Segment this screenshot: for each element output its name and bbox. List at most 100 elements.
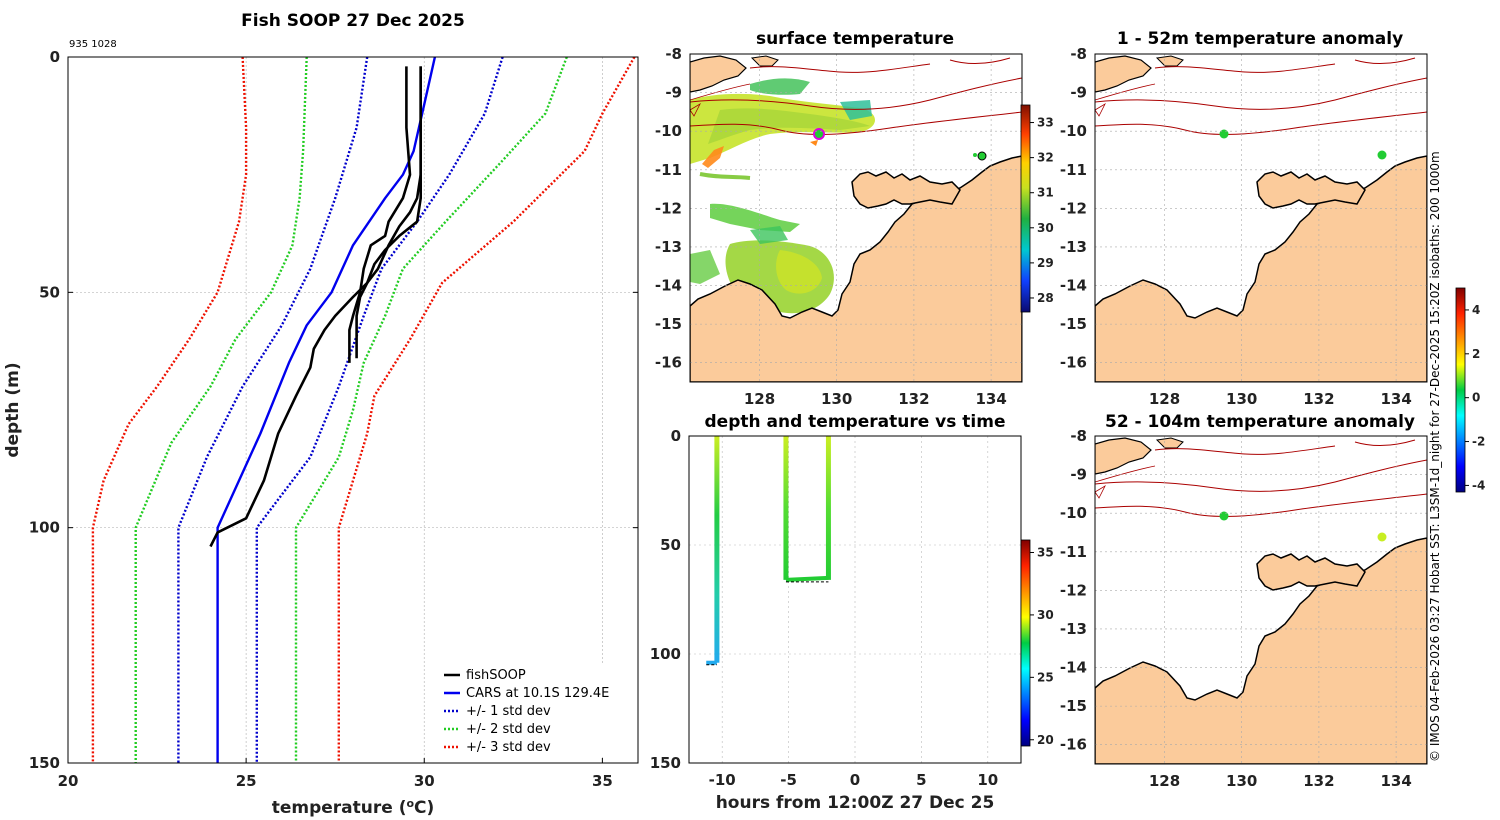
map-y-tick: -8 [665,45,682,63]
map-y-tick: -9 [1070,84,1087,102]
sst-station-1 [813,128,825,140]
time-y-tick: 150 [650,754,681,772]
map-y-tick: -16 [1060,736,1087,754]
time-colorbar [1020,539,1031,747]
map-y-tick: -13 [1060,620,1087,638]
map-y-tick: -15 [1060,315,1087,333]
map-x-tick: 134 [1380,772,1411,790]
map-y-tick: -8 [1070,45,1087,63]
colorbar-tick: 32 [1037,151,1054,165]
time-colorbar-ticks: 35 30 25 20 [1030,545,1054,747]
map-x-tick: 130 [821,390,852,408]
colorbar-tick: 30 [1037,221,1054,235]
map-y-tick: -10 [1060,504,1087,522]
profile-x-tick: 20 [58,772,79,790]
map-x-tick: 128 [1149,390,1180,408]
credit-text: © IMOS 04-Feb-2026 03:27 Hobart SST: L3S… [1428,151,1442,762]
anom2-station-1 [1219,511,1229,521]
profile-y-label: depth (m) [3,362,23,457]
map-y-tick: -13 [655,238,682,256]
profile-title: Fish SOOP 27 Dec 2025 [241,11,465,31]
map-y-tick: -13 [1060,238,1087,256]
anom2-grid [1095,436,1427,764]
anom1-title: 1 - 52m temperature anomaly [1117,29,1403,49]
time-panel: depth and temperature vs time -10 -5 0 5 100… [650,412,1054,813]
profile-corner-text: 935 1028 [69,39,117,50]
sst-station-2 [977,151,987,161]
profile-x-tick: 30 [414,772,435,790]
map-x-tick: 132 [1303,390,1334,408]
cast-1-descent [714,436,720,663]
profile-series--2-std-dev [134,57,308,763]
time-marks [706,436,831,666]
profile-series--1-std-dev [177,57,369,763]
time-x-tick: -5 [780,771,797,789]
map-y-tick: -15 [1060,697,1087,715]
colorbar-tick: 20 [1037,733,1054,747]
anom2-title: 52 - 104m temperature anomaly [1105,412,1415,432]
profile-series-fishsoop-cast-3 [209,66,423,548]
map-y-tick: -11 [655,161,682,179]
colorbar-tick: 31 [1037,186,1054,200]
anom2-ticks: 128 130 132 134 -8 -9 -10 -11 -12 -13 -14 -15 -16 [1060,427,1412,790]
colorbar-tick: 4 [1472,303,1480,317]
map-x-tick: 134 [1380,390,1411,408]
legend-sd2: +/- 2 std dev [466,722,551,737]
profile-series--3-std-dev [337,57,636,763]
anom2-panel: 52 - 104m temperature anomaly 128 130 132 1… [1060,412,1428,790]
colorbar-tick: 29 [1037,256,1054,270]
profile-y-ticks: 0 50 100 150 [29,48,638,772]
map-y-tick: -14 [1060,659,1087,677]
profile-x-ticks: 20 25 30 35 [58,758,613,790]
sst-colorbar [1020,104,1031,313]
anom1-panel: 1 - 52m temperature anomaly 128 130 132 134… [1060,29,1428,408]
legend-cars: CARS at 10.1S 129.4E [466,686,609,701]
legend-sd1: +/- 1 std dev [466,704,551,719]
sst-grid [690,54,1022,382]
anom1-station-2 [1377,150,1387,160]
sst-map-panel: surface temperature [655,29,1054,408]
time-x-tick: -10 [709,771,736,789]
anomaly-colorbar [1455,287,1466,493]
time-x-tick: 5 [916,771,926,789]
profile-series-fishsoop-cast-2 [355,66,423,359]
colorbar-tick: -2 [1472,435,1485,449]
colorbar-tick: 0 [1472,391,1480,405]
profile-y-tick: 0 [50,48,60,66]
profile-series--1-std-dev [255,57,504,763]
profile-y-tick: 100 [29,519,60,537]
map-y-tick: -15 [655,315,682,333]
profile-x-label: temperature (oC) [272,797,435,819]
time-x-tick: 0 [850,771,860,789]
colorbar-tick: 30 [1037,608,1054,622]
map-y-tick: -9 [1070,466,1087,484]
map-y-tick: -12 [1060,199,1087,217]
legend-fishsoop: fishSOOP [466,668,526,683]
map-y-tick: -11 [1060,161,1087,179]
legend-sd3: +/- 3 std dev [466,740,551,755]
profile-series--3-std-dev [91,57,248,763]
map-y-tick: -8 [1070,427,1087,445]
profile-series-cars [216,57,437,763]
map-y-tick: -12 [655,199,682,217]
profile-legend: fishSOOP CARS at 10.1S 129.4E +/- 1 std … [440,664,620,756]
anom2-station-2 [1377,532,1387,542]
colorbar-tick: 35 [1037,545,1054,559]
profile-x-tick: 35 [592,772,613,790]
cast-2-ascent [825,436,831,580]
profile-y-tick: 150 [29,754,60,772]
colorbar-tick: 2 [1472,347,1480,361]
map-y-tick: -10 [1060,122,1087,140]
map-x-tick: 134 [975,390,1006,408]
map-y-tick: -16 [655,354,682,372]
colorbar-tick: 28 [1037,291,1054,305]
map-x-tick: 132 [898,390,929,408]
profile-panel: Fish SOOP 27 Dec 2025 935 1028 20 25 30 35 … [3,11,639,819]
anom1-station-1 [1219,129,1229,139]
colorbar-tick: -4 [1472,478,1485,492]
cast-2-bottom [785,575,829,582]
time-title: depth and temperature vs time [705,412,1006,432]
profile-y-tick: 50 [39,283,60,301]
map-x-tick: 128 [744,390,775,408]
map-y-tick: -16 [1060,354,1087,372]
